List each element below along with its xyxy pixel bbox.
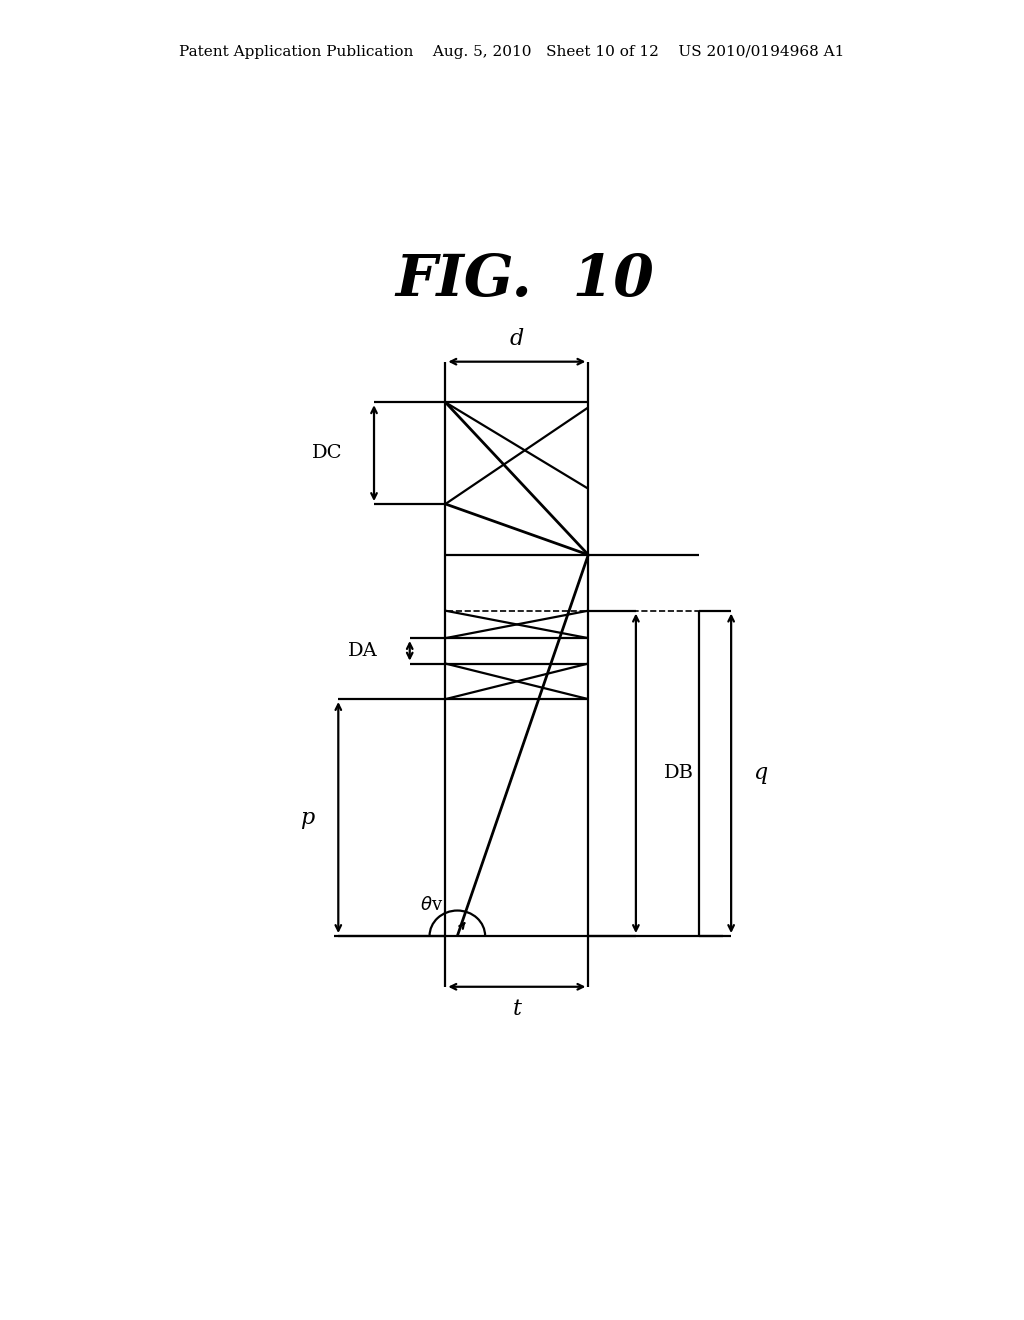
Text: DC: DC	[311, 444, 342, 462]
Text: p: p	[300, 807, 314, 829]
Text: t: t	[512, 998, 521, 1020]
Text: DB: DB	[664, 764, 693, 783]
Text: DA: DA	[348, 642, 378, 660]
Text: q: q	[754, 763, 768, 784]
Text: d: d	[510, 329, 524, 350]
Text: Patent Application Publication    Aug. 5, 2010   Sheet 10 of 12    US 2010/01949: Patent Application Publication Aug. 5, 2…	[179, 45, 845, 59]
Text: FIG.  10: FIG. 10	[395, 252, 654, 309]
Text: $\theta$v: $\theta$v	[421, 895, 443, 913]
